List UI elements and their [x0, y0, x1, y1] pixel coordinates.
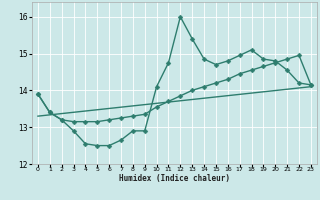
- X-axis label: Humidex (Indice chaleur): Humidex (Indice chaleur): [119, 174, 230, 183]
